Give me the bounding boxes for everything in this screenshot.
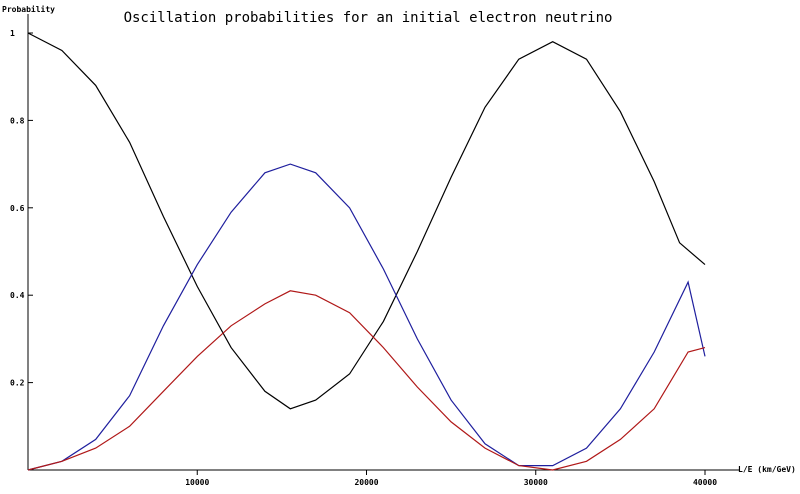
y-tick-label: 0.2 — [10, 379, 25, 388]
x-tick-label: 10000 — [185, 478, 209, 487]
chart-title: Oscillation probabilities for an initial… — [124, 10, 613, 26]
y-axis-label: Probability — [2, 4, 55, 14]
y-tick-label: 0.8 — [10, 116, 25, 125]
y-tick-label: 0.4 — [10, 291, 25, 300]
x-tick-label: 20000 — [354, 478, 378, 487]
x-axis-label: L/E (km/GeV) — [738, 465, 796, 474]
series-line-2 — [27, 163, 706, 471]
tick-group: 10000 20000 30000 40000 0.2 0.4 0.6 0.8 1 — [10, 29, 717, 487]
y-tick-label: 1 — [10, 29, 15, 38]
y-tick-label: 0.6 — [10, 204, 25, 213]
x-tick-label: 30000 — [524, 478, 548, 487]
series-line-3 — [27, 290, 706, 471]
x-tick-label: 40000 — [693, 478, 717, 487]
series-line-1 — [27, 32, 706, 410]
series-group — [27, 32, 706, 471]
